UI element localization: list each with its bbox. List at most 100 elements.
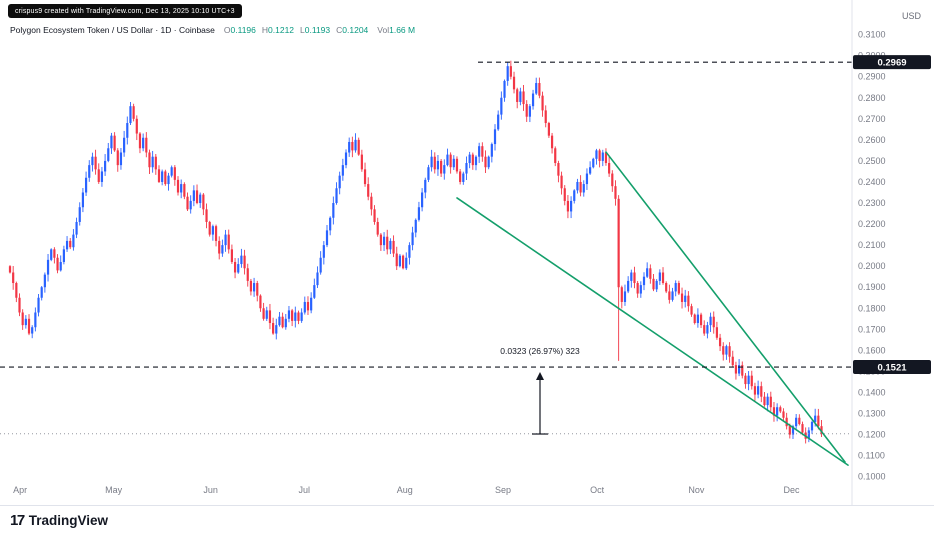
- trendline[interactable]: [605, 151, 846, 463]
- candle: [18, 297, 21, 313]
- candle: [230, 249, 233, 262]
- candle: [224, 234, 227, 246]
- low-value: 0.1193: [304, 25, 331, 35]
- candle: [287, 310, 291, 319]
- candle: [151, 156, 154, 168]
- candle: [512, 76, 516, 90]
- price-badge-label: 0.1521: [877, 363, 907, 374]
- candle: [344, 152, 348, 166]
- candle: [734, 365, 738, 374]
- symbol-title[interactable]: Polygon Ecosystem Token / US Dollar · 1D…: [10, 25, 215, 35]
- candle: [468, 154, 471, 164]
- candle: [322, 245, 325, 258]
- candle: [671, 291, 674, 300]
- candle: [8, 266, 12, 273]
- price-badge: [853, 360, 931, 375]
- candle: [503, 80, 506, 98]
- candle: [753, 386, 757, 395]
- candle: [557, 163, 560, 176]
- chart-canvas[interactable]: 0.0323 (26.97%) 323USD0.31000.30000.2900…: [0, 0, 934, 505]
- candle: [462, 173, 465, 182]
- price-axis-label: 0.2100: [858, 240, 886, 250]
- candle: [183, 184, 186, 197]
- candle: [604, 152, 608, 164]
- candle: [563, 188, 566, 201]
- price-axis-label: 0.2500: [858, 156, 886, 166]
- candle: [132, 106, 135, 119]
- candle: [37, 297, 40, 313]
- tradingview-logo[interactable]: 17 TradingView: [10, 513, 108, 528]
- candle: [639, 285, 642, 294]
- candle: [240, 255, 243, 265]
- candle: [395, 253, 398, 267]
- candle: [268, 310, 272, 324]
- candle: [189, 200, 192, 210]
- candle: [817, 415, 820, 427]
- candle: [601, 152, 604, 161]
- measure-tool[interactable]: 0.0323 (26.97%) 323: [500, 346, 580, 435]
- candle: [40, 287, 43, 298]
- candle: [636, 283, 639, 294]
- volume-label: Vol: [377, 25, 390, 35]
- candle: [325, 230, 329, 246]
- candle: [440, 160, 443, 174]
- candle: [21, 312, 24, 326]
- candle: [500, 97, 503, 115]
- price-axis-label: 0.1300: [858, 409, 886, 419]
- candle: [814, 415, 817, 422]
- candle: [91, 156, 94, 166]
- price-axis-label: 0.1200: [858, 430, 886, 440]
- candle: [265, 310, 268, 319]
- candle: [433, 156, 436, 170]
- candle: [680, 293, 684, 302]
- time-axis-label: Jun: [203, 485, 218, 495]
- candle: [490, 144, 493, 157]
- candles-layer: [8, 60, 823, 444]
- candle: [116, 150, 119, 166]
- candle: [535, 83, 538, 94]
- candle: [493, 129, 497, 145]
- candle: [598, 150, 601, 161]
- candle: [547, 123, 550, 136]
- candle: [709, 316, 712, 326]
- price-badge: [853, 55, 931, 70]
- candle: [427, 167, 430, 180]
- candle: [608, 163, 611, 174]
- trendline[interactable]: [456, 197, 849, 466]
- price-axis[interactable]: USD0.31000.30000.29000.28000.27000.26000…: [853, 11, 931, 482]
- candle: [157, 169, 161, 182]
- candle: [123, 137, 126, 153]
- candle: [278, 316, 281, 326]
- candle: [623, 291, 627, 302]
- candle: [78, 207, 81, 222]
- candle: [516, 89, 519, 102]
- candle: [192, 190, 195, 201]
- candle: [104, 160, 107, 172]
- candle: [281, 316, 284, 328]
- candle: [509, 66, 512, 77]
- candle: [211, 226, 214, 235]
- price-axis-label: 0.2300: [858, 198, 886, 208]
- candle: [554, 148, 557, 164]
- candle: [256, 283, 259, 296]
- candle: [186, 196, 189, 210]
- candle: [769, 396, 772, 408]
- candle: [763, 396, 766, 406]
- candle: [335, 188, 338, 204]
- candle: [294, 312, 297, 321]
- candle: [205, 209, 208, 222]
- candle: [487, 156, 490, 168]
- price-axis-label: 0.2900: [858, 72, 886, 82]
- candle: [50, 249, 53, 260]
- candle: [646, 268, 649, 277]
- candle: [310, 297, 313, 311]
- time-axis[interactable]: Apr May Jun Jul Aug Sep Oct Nov Dec: [13, 485, 800, 495]
- candle: [506, 66, 509, 81]
- candle: [630, 272, 633, 281]
- candle: [424, 179, 427, 193]
- price-axis-label: 0.2800: [858, 93, 886, 103]
- high-value: 0.1212: [268, 25, 295, 35]
- candle: [332, 203, 335, 218]
- candle: [478, 146, 481, 157]
